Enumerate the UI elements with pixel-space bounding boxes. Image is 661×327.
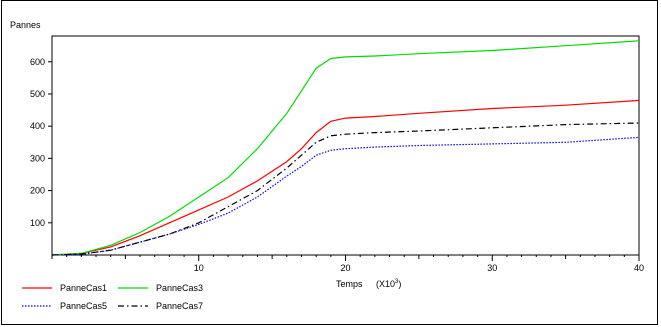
plot-border — [51, 35, 640, 256]
legend-label-pannecas3: PanneCas3 — [156, 283, 203, 293]
y-axis-title: Pannes — [10, 20, 41, 30]
x-tick-label: 10 — [194, 263, 204, 273]
legend-label-pannecas7: PanneCas7 — [156, 301, 203, 311]
y-tick-label: 400 — [30, 121, 45, 131]
legend-label-pannecas5: PanneCas5 — [60, 301, 107, 311]
x-tick-label: 30 — [487, 263, 497, 273]
y-tick-label: 500 — [30, 89, 45, 99]
x-tick-label: 20 — [340, 263, 350, 273]
x-axis-title: Temps — [336, 279, 363, 289]
y-tick-label: 100 — [30, 218, 45, 228]
y-tick-label: 600 — [30, 57, 45, 67]
x-axis-multiplier-prefix: (X10 — [376, 279, 395, 289]
y-tick-label: 200 — [30, 186, 45, 196]
legend-label-pannecas1: PanneCas1 — [60, 283, 107, 293]
series-line-pannecas1 — [51, 99, 640, 256]
plot-area: 100 200 300 400 500 600 10 20 30 40 — [30, 35, 644, 273]
x-tick-label: 40 — [634, 263, 644, 273]
series-line-pannecas3 — [51, 40, 640, 256]
y-tick-label: 300 — [30, 153, 45, 163]
series-line-pannecas5 — [51, 136, 640, 256]
x-axis-multiplier-suffix: ) — [398, 279, 401, 289]
x-axis-multiplier-exponent: 3 — [395, 279, 399, 285]
legend: PanneCas1 PanneCas3 PanneCas5 PanneCas7 — [22, 283, 203, 311]
x-axis-multiplier: (X103) — [376, 279, 401, 289]
series-line-pannecas7 — [51, 122, 640, 256]
